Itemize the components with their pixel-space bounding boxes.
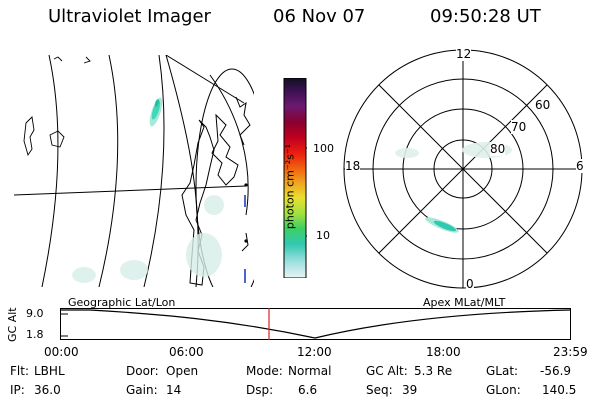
mode-label: Mode: <box>246 364 283 378</box>
gcalt-label: GC Alt: <box>366 364 408 378</box>
polar-label-mlt-18: 18 <box>345 159 361 173</box>
aurora-emission <box>149 97 163 127</box>
gain-label: Gain: <box>126 383 158 397</box>
color-scale-bar <box>283 78 307 278</box>
polar-aurora-emission <box>425 217 459 233</box>
dsp-label: Dsp: <box>246 383 274 397</box>
filter-label: Flt: <box>10 364 29 378</box>
geographic-map <box>14 55 254 287</box>
ip-label: IP: <box>10 383 25 397</box>
timeline-xtick-0000: 00:00 <box>44 345 79 359</box>
glon-value: 140.5 <box>542 383 577 397</box>
colorbar-unit-label: photon cm⁻²s⁻¹ <box>283 143 297 230</box>
timeline-xtick-1800: 18:00 <box>426 345 461 359</box>
timeline-xtick-0600: 06:00 <box>169 345 204 359</box>
polar-label-lat-80: 80 <box>490 142 506 156</box>
colorbar-tick-100: 100 <box>313 142 334 155</box>
glon-label: GLon: <box>486 383 521 397</box>
polar-mlt-plot <box>343 49 583 289</box>
polar-label-lat-70: 70 <box>511 120 527 134</box>
seq-value: 39 <box>402 383 418 397</box>
seq-label: Seq: <box>366 383 393 397</box>
timeline-ytick-lo: 1.8 <box>26 328 44 341</box>
colorbar-tick-10: 10 <box>316 229 330 242</box>
time-label: 09:50:28 UT <box>430 6 541 27</box>
date-label: 06 Nov 07 <box>273 6 366 27</box>
polar-label-lat-60: 60 <box>535 98 551 112</box>
gain-value: 14 <box>166 383 182 397</box>
ip-value: 36.0 <box>34 383 61 397</box>
polar-label-mlt-6: 6 <box>576 159 584 173</box>
glat-label: GLat: <box>486 364 519 378</box>
glat-value: -56.9 <box>540 364 572 378</box>
polar-label-mlt-0: 0 <box>466 277 474 291</box>
timeline-right-title: Apex MLat/MLT <box>423 296 506 309</box>
door-label: Door: <box>126 364 159 378</box>
mode-value: Normal <box>288 364 332 378</box>
polar-label-mlt-12: 12 <box>456 47 472 61</box>
timeline-yaxis-label: GC Alt <box>6 307 19 342</box>
timeline-left-title: Geographic Lat/Lon <box>68 296 176 309</box>
dsp-value: 6.6 <box>298 383 318 397</box>
timeline-ytick-hi: 9.0 <box>26 307 44 320</box>
timeline-xtick-2359: 23:59 <box>553 345 588 359</box>
filter-value: LBHL <box>34 364 65 378</box>
instrument-title: Ultraviolet Imager <box>48 6 211 27</box>
orbit-altitude-timeline <box>60 308 571 340</box>
gcalt-value: 5.3 Re <box>414 364 453 378</box>
door-value: Open <box>166 364 199 378</box>
timeline-xtick-1200: 12:00 <box>297 345 332 359</box>
